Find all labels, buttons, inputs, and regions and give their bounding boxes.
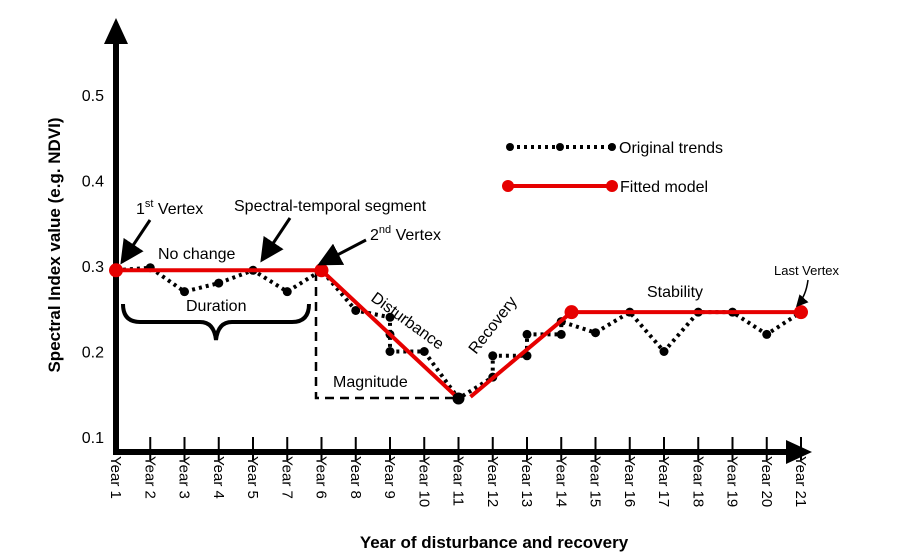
last-vertex-arrow bbox=[795, 279, 809, 308]
fitted-vertex bbox=[794, 305, 808, 320]
x-tick-label: Year 18 bbox=[689, 456, 706, 507]
last-vertex-label: Last Vertex bbox=[774, 263, 840, 278]
original-trends-line bbox=[115, 265, 803, 402]
original-data-point bbox=[385, 312, 395, 322]
original-data-point bbox=[556, 329, 566, 339]
first-vertex-arrow bbox=[120, 219, 152, 265]
first-vertex-label: 1st Vertex bbox=[136, 198, 203, 218]
legend-fitted-marker bbox=[502, 180, 514, 192]
legend-original-marker bbox=[556, 143, 564, 151]
legend: Original trends Fitted model bbox=[502, 140, 723, 196]
fitted-vertex bbox=[109, 263, 123, 278]
second-vertex-arrow bbox=[317, 238, 367, 266]
y-axis-label: Spectral Index value (e.g. NDVI) bbox=[45, 117, 64, 372]
recovery-label: Recovery bbox=[466, 294, 521, 358]
original-data-point bbox=[488, 351, 498, 361]
y-tick-label: 0.1 bbox=[82, 430, 104, 447]
x-tick-label: Year 5 bbox=[244, 456, 261, 499]
original-data-point bbox=[419, 347, 429, 356]
fitted-model-series bbox=[109, 263, 808, 405]
x-tick-label: Year 3 bbox=[176, 456, 193, 499]
y-tick-label: 0.2 bbox=[82, 345, 104, 362]
y-tick-labels: 0.1 0.2 0.3 0.4 0.5 bbox=[82, 88, 104, 447]
fitted-vertex-min bbox=[452, 392, 465, 405]
magnitude-dashed-guide bbox=[314, 272, 454, 400]
x-tick-label: Year 15 bbox=[587, 456, 604, 507]
y-tick-label: 0.3 bbox=[82, 259, 104, 276]
original-data-point bbox=[762, 329, 772, 339]
x-tick-label: Year 13 bbox=[518, 456, 535, 507]
x-tick-label: Year 1 bbox=[107, 456, 124, 499]
legend-original-label: Original trends bbox=[619, 140, 723, 157]
no-change-label: No change bbox=[158, 246, 235, 263]
original-data-point bbox=[351, 305, 361, 315]
legend-fitted-marker bbox=[606, 180, 618, 192]
legend-fitted-label: Fitted model bbox=[620, 179, 708, 196]
original-data-point bbox=[282, 287, 292, 297]
segment-label: Spectral-temporal segment bbox=[234, 198, 427, 215]
x-axis-label: Year of disturbance and recovery bbox=[360, 533, 629, 552]
x-ticks: Year 1 Year 2 Year 3 Year 4 Year 5 Year 7 Year… bbox=[107, 437, 809, 507]
x-tick-label: Year 10 bbox=[415, 456, 432, 507]
original-data-point bbox=[659, 347, 669, 356]
stability-label: Stability bbox=[647, 284, 703, 301]
fitted-vertex bbox=[314, 263, 329, 278]
x-tick-label: Year 21 bbox=[792, 456, 809, 507]
original-data-point bbox=[385, 347, 395, 356]
x-tick-label: Year 20 bbox=[758, 456, 775, 507]
y-tick-label: 0.5 bbox=[82, 88, 104, 105]
x-tick-label: Year 19 bbox=[724, 456, 741, 507]
original-data-point bbox=[180, 287, 189, 297]
x-tick-label: Year 2 bbox=[141, 456, 158, 499]
y-axis-arrow-icon bbox=[104, 18, 128, 44]
fitted-vertex bbox=[564, 305, 579, 320]
original-data-point bbox=[214, 278, 224, 288]
x-tick-label: Year 8 bbox=[347, 456, 364, 499]
x-axis-arrow-icon bbox=[786, 440, 812, 464]
segment-arrow bbox=[260, 217, 292, 263]
x-tick-label: Year 9 bbox=[381, 456, 398, 499]
disturbance-label: Disturbance bbox=[368, 289, 447, 353]
x-tick-label: Year 7 bbox=[278, 456, 295, 499]
duration-label: Duration bbox=[186, 298, 246, 315]
fitted-segment-line bbox=[469, 310, 801, 399]
x-tick-label: Year 12 bbox=[484, 456, 501, 507]
x-tick-label: Year 17 bbox=[655, 456, 672, 507]
original-data-point bbox=[522, 329, 532, 339]
x-tick-label: Year 16 bbox=[621, 456, 638, 507]
magnitude-label: Magnitude bbox=[333, 374, 408, 391]
legend-original-marker bbox=[506, 143, 514, 151]
x-tick-label: Year 4 bbox=[210, 456, 227, 499]
original-data-point bbox=[591, 328, 600, 338]
x-tick-label: Year 14 bbox=[552, 456, 569, 507]
x-tick-label: Year 6 bbox=[313, 456, 330, 499]
x-tick-label: Year 11 bbox=[450, 456, 467, 506]
legend-original-marker bbox=[608, 143, 616, 151]
duration-brace-icon bbox=[121, 303, 311, 341]
second-vertex-label: 2nd Vertex bbox=[370, 224, 441, 244]
y-tick-label: 0.4 bbox=[82, 174, 104, 191]
